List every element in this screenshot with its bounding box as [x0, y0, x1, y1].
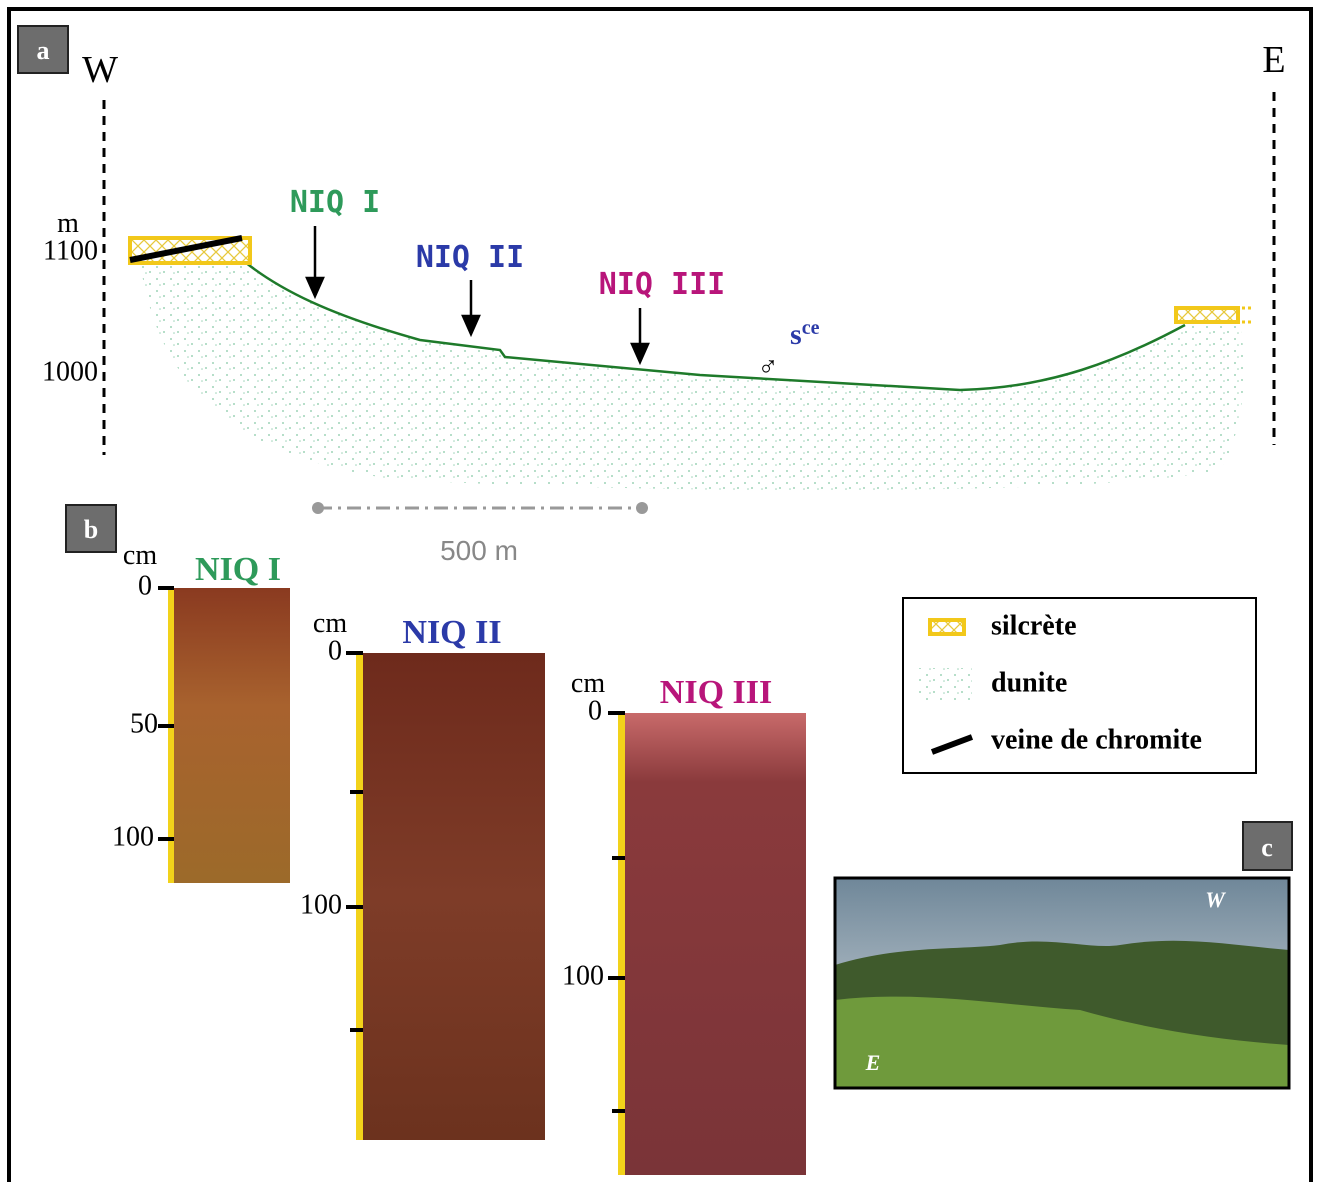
- profile-label: NIQ II: [416, 240, 524, 275]
- scale-label: 500 m: [440, 535, 518, 566]
- silcrete-east: [1174, 306, 1240, 324]
- photo-east: E: [865, 1050, 881, 1075]
- panel-label: a: [37, 36, 50, 65]
- column-title: NIQ II: [402, 614, 501, 651]
- depth-tick: 0: [588, 695, 602, 726]
- legend-entry: dunite: [991, 667, 1067, 698]
- profile-label: NIQ III: [599, 267, 725, 302]
- column-niq3: cm NIQ III 0 100: [562, 668, 806, 1175]
- panel-label-box: [65, 504, 117, 553]
- dunite-body: [140, 262, 1244, 491]
- depth-unit: cm: [571, 668, 605, 699]
- column-title: NIQ III: [660, 674, 772, 711]
- site-symbol: ♂: [758, 352, 779, 383]
- depth-bar: [356, 653, 363, 1140]
- landscape-photo: [833, 876, 1291, 1090]
- column-niq1: cm NIQ I 0 50 100: [112, 540, 290, 883]
- legend-entry: silcrète: [991, 610, 1077, 641]
- panel-label: c: [1261, 833, 1273, 862]
- soil-photo: [174, 588, 290, 883]
- column-niq2: cm NIQ II 0 100: [300, 608, 545, 1140]
- site-label: sce: [790, 317, 820, 351]
- soil-photo: [625, 713, 806, 1175]
- site-base: s: [790, 318, 802, 351]
- panel-label: b: [84, 515, 98, 544]
- elevation-tick: 1000: [42, 356, 98, 387]
- legend-swatch: [918, 668, 972, 702]
- east-label: E: [1262, 39, 1285, 81]
- west-label: W: [82, 49, 118, 91]
- depth-bar: [618, 713, 625, 1175]
- legend-swatch: [930, 734, 974, 755]
- photo-west: W: [1205, 887, 1226, 912]
- scale-end: [312, 502, 324, 514]
- legend-swatch: [928, 618, 966, 636]
- depth-tick: 100: [562, 960, 604, 991]
- ground-line: [244, 261, 1186, 392]
- depth-unit: cm: [123, 540, 157, 571]
- chromite-vein: [129, 235, 243, 263]
- arrows: [305, 226, 650, 366]
- depth-unit: cm: [313, 608, 347, 639]
- legend-entry: veine de chromite: [991, 724, 1202, 755]
- profile-label: NIQ I: [290, 185, 380, 220]
- depth-tick: 0: [328, 635, 342, 666]
- depth-tick: 100: [300, 889, 342, 920]
- depth-bar: [168, 588, 174, 883]
- depth-tick: 100: [112, 821, 154, 852]
- panel-label-box: [1242, 821, 1293, 871]
- elevation-tick: 1100: [43, 235, 98, 266]
- scale-end: [636, 502, 648, 514]
- site-sup: ce: [802, 317, 820, 339]
- depth-tick: 50: [130, 708, 158, 739]
- elevation-unit: m: [57, 208, 79, 239]
- column-title: NIQ I: [195, 551, 281, 588]
- frame: [7, 7, 1313, 1182]
- panel-label-box: [17, 25, 69, 74]
- depth-tick: 0: [138, 570, 152, 601]
- soil-photo: [363, 653, 545, 1140]
